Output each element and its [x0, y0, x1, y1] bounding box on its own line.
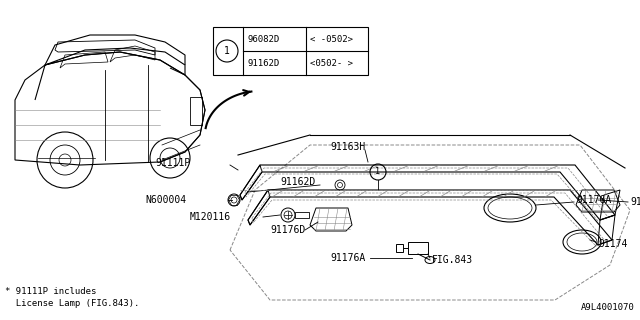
Text: FIG.843: FIG.843: [432, 255, 473, 265]
Text: 91163H: 91163H: [330, 142, 365, 152]
Text: < -0502>: < -0502>: [310, 35, 353, 44]
Text: 91176A: 91176A: [576, 195, 611, 205]
Text: 96082D: 96082D: [247, 35, 279, 44]
Text: A9L4001070: A9L4001070: [581, 303, 635, 312]
Text: 1: 1: [376, 167, 381, 177]
Text: License Lamp (FIG.843).: License Lamp (FIG.843).: [5, 300, 140, 308]
Text: 91174: 91174: [598, 239, 627, 249]
Text: N600004: N600004: [145, 195, 186, 205]
Bar: [408, 242, 428, 254]
Text: 91176A: 91176A: [330, 253, 365, 263]
Bar: [213, 27, 368, 75]
Text: * 91111P includes: * 91111P includes: [5, 287, 97, 297]
Text: 91162D: 91162D: [280, 177, 316, 187]
Text: 91176D: 91176D: [270, 225, 305, 235]
Text: 1: 1: [224, 46, 230, 56]
Bar: [295, 212, 309, 218]
Text: <0502- >: <0502- >: [310, 59, 353, 68]
Bar: [190, 97, 202, 125]
Text: 91111P: 91111P: [155, 158, 190, 168]
Text: 91176D: 91176D: [630, 197, 640, 207]
Text: 91162D: 91162D: [247, 59, 279, 68]
Text: M120116: M120116: [190, 212, 231, 222]
Bar: [396, 244, 403, 252]
